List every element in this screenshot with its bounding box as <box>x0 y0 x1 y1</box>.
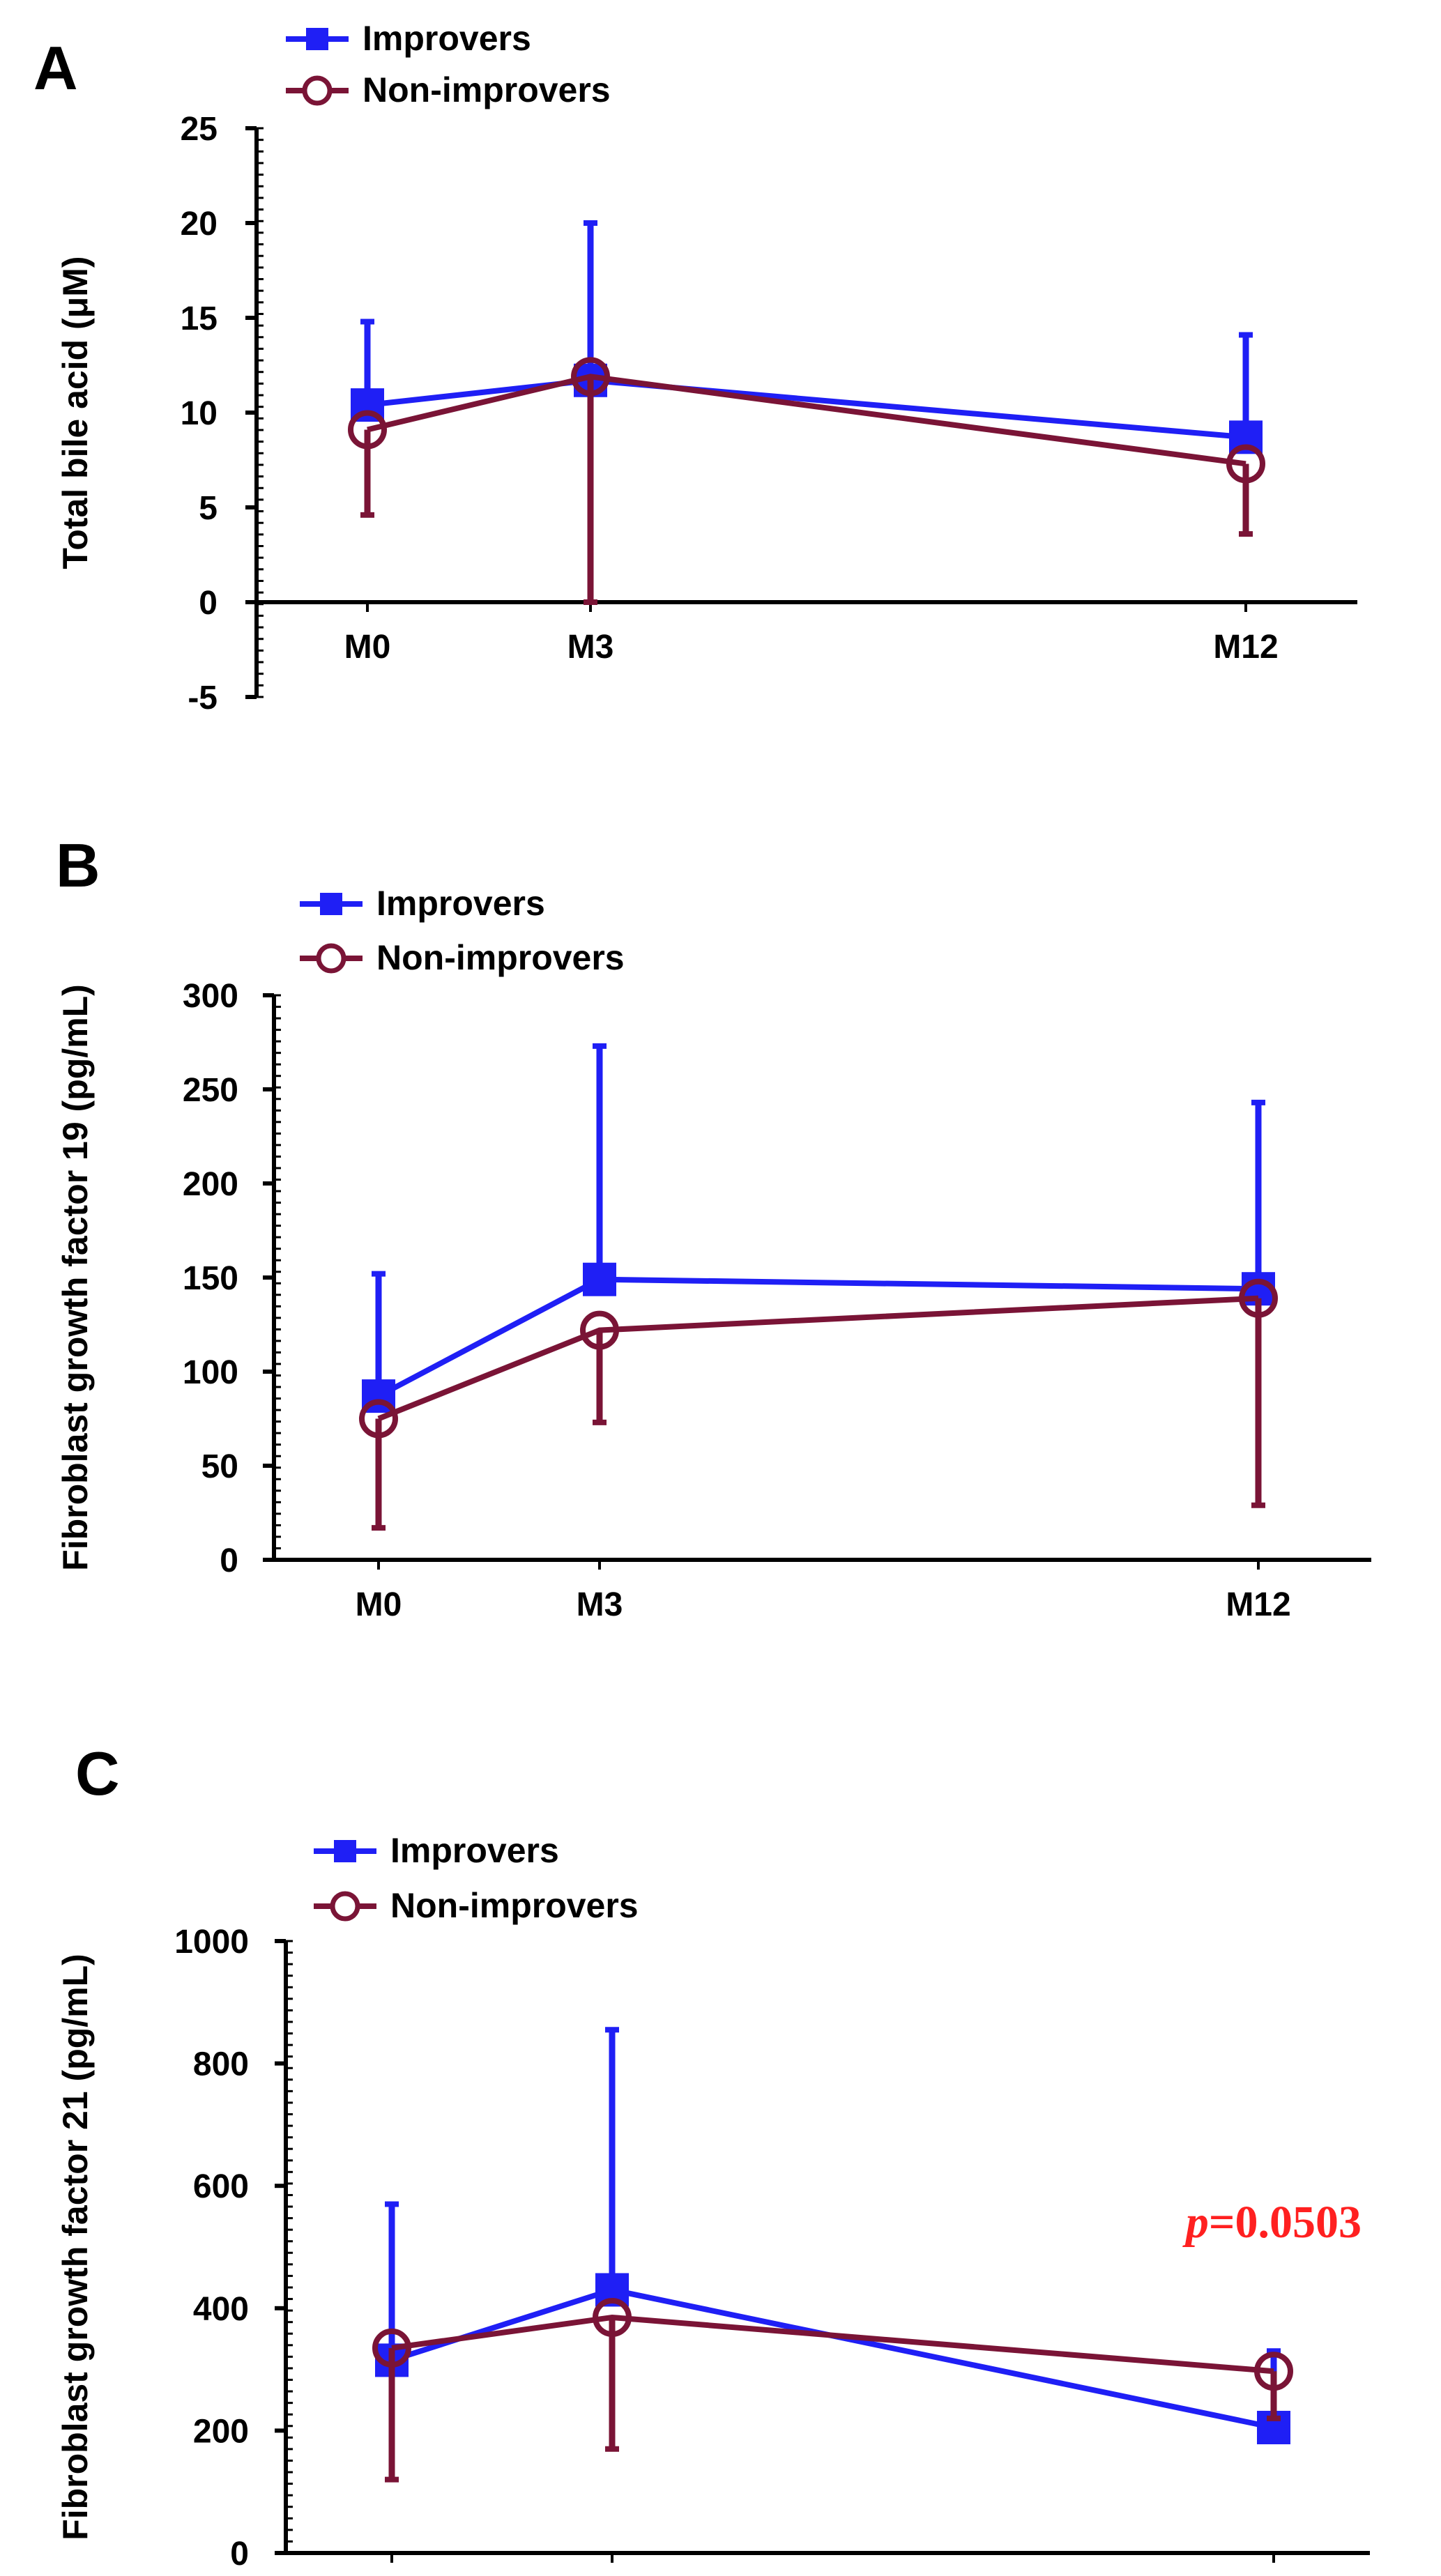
data-point-non-improvers <box>348 410 387 450</box>
y-tick-label: 200 <box>183 1166 238 1203</box>
y-axis-label: Total bile acid (μM) <box>56 256 95 569</box>
x-tick-label: M12 <box>1226 1586 1290 1623</box>
y-axis-label: Fibroblast growth factor 21 (pg/mL) <box>56 1954 95 2540</box>
legend-label-improvers: Improvers <box>390 1831 559 1870</box>
data-point-non-improvers <box>359 1399 398 1439</box>
p-value-annotation: p=0.0503 <box>1182 2197 1362 2248</box>
y-tick-label: 0 <box>199 585 218 622</box>
legend-marker-improvers <box>320 893 342 915</box>
legend-label-improvers: Improvers <box>376 884 545 923</box>
y-tick-label: -5 <box>188 680 218 716</box>
x-tick-label: M0 <box>356 1586 402 1623</box>
panel-c: C Improvers Non-improvers 1000 800 600 400 200 0… <box>56 1739 1370 2573</box>
legend-marker-non-improvers <box>330 1891 360 1922</box>
y-tick-label: 800 <box>193 2046 249 2083</box>
panel-letter-b: B <box>56 831 100 900</box>
y-tick-label: 300 <box>183 978 238 1015</box>
series-line-improvers <box>377 1276 1259 1399</box>
legend-marker-non-improvers <box>316 943 346 974</box>
y-axis-label: Fibroblast growth factor 19 (pg/mL) <box>56 984 95 1571</box>
y-tick-label: 1000 <box>174 1924 249 1961</box>
data-point-non-improvers <box>593 2297 632 2337</box>
legend-marker-non-improvers <box>302 75 333 106</box>
series-line-non-improvers <box>367 374 1246 467</box>
y-tick-label: 0 <box>230 2536 249 2573</box>
data-point-non-improvers <box>1226 444 1265 484</box>
series-line-improvers <box>367 377 1246 440</box>
legend-marker-improvers <box>306 28 328 50</box>
x-tick-label: M12 <box>1213 629 1278 666</box>
panel-letter-c: C <box>75 1739 120 1808</box>
series-line-non-improvers <box>377 1295 1259 1422</box>
series-line-non-improvers <box>391 2314 1274 2375</box>
legend-marker-improvers <box>334 1840 356 1862</box>
y-tick-label: 15 <box>181 300 218 337</box>
data-point-non-improvers <box>1254 2352 1293 2391</box>
y-tick-label: 25 <box>181 111 218 148</box>
panel-letter-a: A <box>33 33 78 102</box>
y-tick-label: 250 <box>183 1072 238 1109</box>
y-tick-label: 20 <box>181 206 218 243</box>
data-point-non-improvers <box>580 1310 619 1350</box>
y-tick-label: 50 <box>201 1448 238 1485</box>
y-tick-label: 150 <box>183 1260 238 1297</box>
y-tick-label: 100 <box>183 1354 238 1391</box>
legend-label-non-improvers: Non-improvers <box>376 938 625 977</box>
y-tick-label: 5 <box>199 490 218 527</box>
panel-a: A Improvers Non-improvers 25 20 15 10 5 0 -5 M0 M3 M… <box>33 19 1357 716</box>
x-tick-label: M3 <box>577 1586 623 1623</box>
y-tick-label: 600 <box>193 2168 249 2205</box>
x-tick-label: M0 <box>344 629 391 666</box>
y-tick-label: 0 <box>220 1542 238 1579</box>
legend-label-improvers: Improvers <box>363 19 531 58</box>
legend-label-non-improvers: Non-improvers <box>390 1886 639 1925</box>
y-tick-label: 200 <box>193 2413 249 2450</box>
x-tick-label: M3 <box>567 629 614 666</box>
y-tick-label: 10 <box>181 395 218 432</box>
data-point-non-improvers <box>1239 1278 1278 1318</box>
panel-b: B Improvers Non-improvers 300 250 200 150 100 50… <box>56 831 1371 1623</box>
data-point-improvers <box>583 1262 616 1296</box>
legend-label-non-improvers: Non-improvers <box>363 70 611 109</box>
data-point-non-improvers <box>571 357 610 397</box>
y-tick-label: 400 <box>193 2291 249 2328</box>
data-point-non-improvers <box>372 2328 411 2368</box>
